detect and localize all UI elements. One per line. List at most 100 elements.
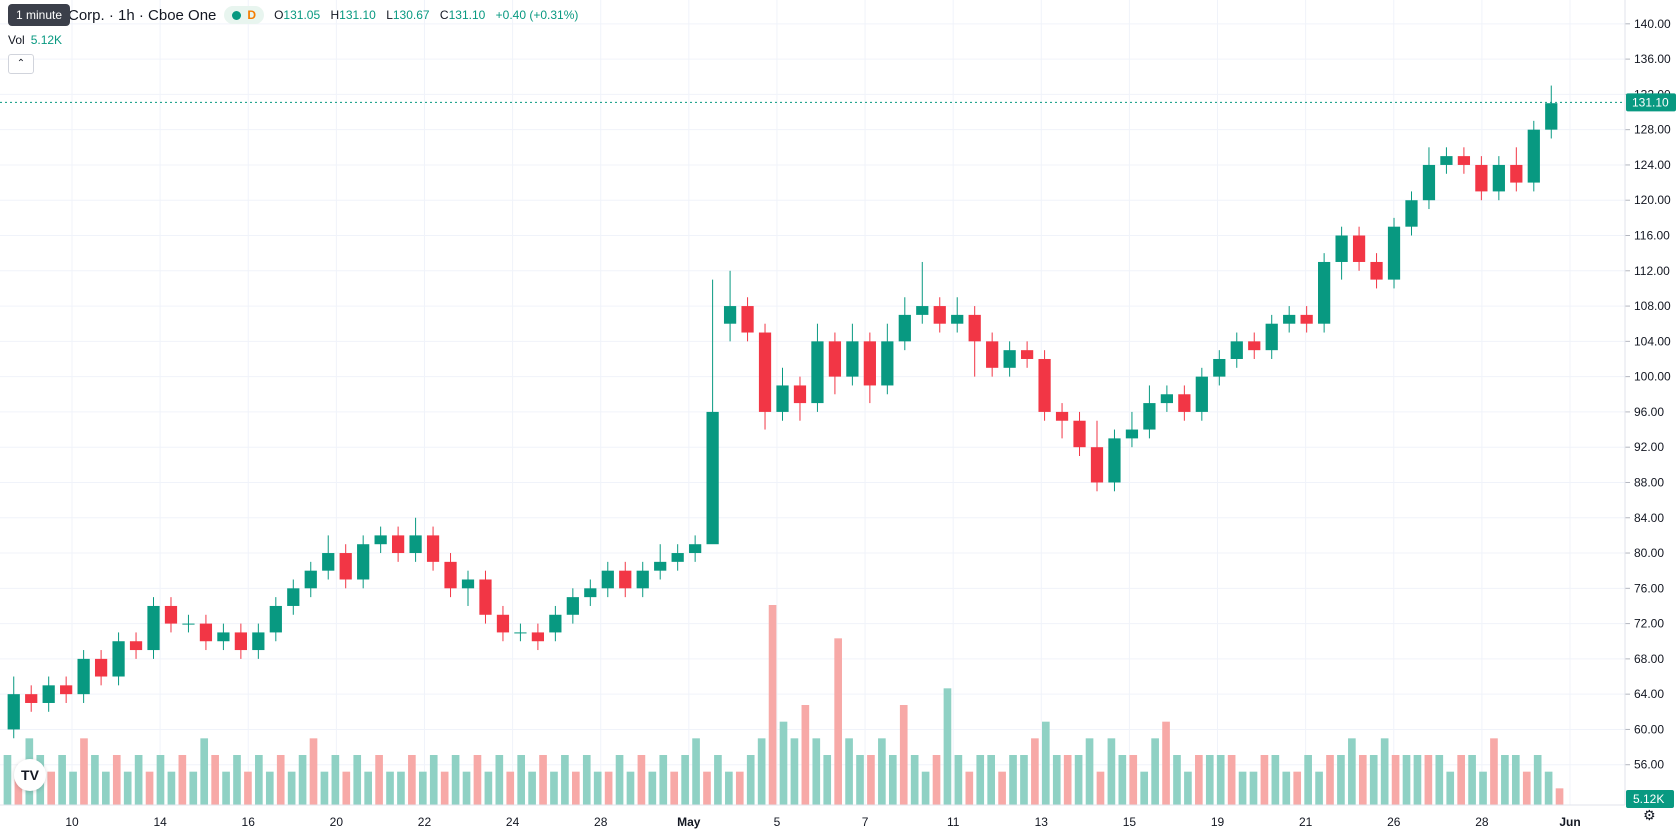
candle-body bbox=[287, 588, 300, 606]
candle-body bbox=[1248, 341, 1261, 351]
volume-bar bbox=[1271, 755, 1280, 805]
low-value: 130.67 bbox=[392, 8, 430, 22]
candle-body bbox=[1125, 429, 1139, 439]
interval-tooltip: 1 minute bbox=[8, 4, 71, 26]
volume-bar bbox=[1479, 771, 1487, 805]
volume-value: 5.12K bbox=[30, 33, 63, 47]
y-tick-label: 124.00 bbox=[1634, 158, 1671, 172]
low-label: L bbox=[386, 8, 393, 22]
price-axis[interactable]: 56.00 60.00 64.00 68.00 72.00 76.00 80.00 84.00… bbox=[1624, 0, 1671, 805]
volume-bar bbox=[735, 771, 744, 805]
candle-body bbox=[968, 314, 981, 342]
volume-bar bbox=[976, 755, 985, 805]
candle-body bbox=[1492, 164, 1505, 192]
candle-body bbox=[234, 632, 247, 651]
candle-body bbox=[916, 306, 929, 315]
tradingview-logo-icon[interactable]: TV bbox=[14, 759, 46, 791]
candle-body bbox=[1003, 350, 1016, 368]
candle-body bbox=[182, 623, 195, 625]
volume-bar bbox=[484, 771, 493, 805]
x-tick-label: 26 bbox=[1387, 815, 1401, 829]
volume-bar bbox=[604, 771, 613, 805]
candle-body bbox=[758, 332, 772, 412]
volume-bar bbox=[1107, 738, 1116, 805]
volume-bar bbox=[1544, 771, 1553, 805]
y-tick-label: 100.00 bbox=[1634, 370, 1671, 384]
volume-bar bbox=[342, 771, 351, 805]
delayed-tag: D bbox=[247, 8, 257, 22]
high-value: 131.10 bbox=[339, 8, 376, 22]
volume-bar bbox=[112, 755, 121, 805]
market-status[interactable]: D bbox=[224, 6, 265, 24]
volume-bar bbox=[364, 771, 372, 805]
candle-body bbox=[1143, 403, 1156, 430]
volume-bar bbox=[167, 771, 176, 805]
symbol-title[interactable]: Corp. · 1h · Cboe One bbox=[68, 6, 217, 24]
volume-bar bbox=[746, 755, 755, 805]
candle-body bbox=[1178, 394, 1191, 412]
x-tick-label: 11 bbox=[947, 815, 960, 829]
volume-bar bbox=[998, 771, 1006, 805]
volume-bar bbox=[1501, 755, 1509, 805]
chevron-up-icon: ⌃ bbox=[16, 58, 26, 69]
y-tick-label: 56.00 bbox=[1634, 758, 1664, 772]
y-tick-label: 92.00 bbox=[1634, 440, 1664, 454]
x-tick-label: 13 bbox=[1035, 815, 1049, 829]
candle-body bbox=[1440, 156, 1453, 165]
candle-body bbox=[723, 306, 737, 324]
volume-bar bbox=[462, 771, 471, 805]
volume-bar bbox=[1490, 738, 1498, 805]
candle-body bbox=[601, 570, 614, 589]
candle-body bbox=[1283, 314, 1296, 324]
volume-bar bbox=[1457, 755, 1465, 805]
volume-label: Vol bbox=[8, 33, 25, 47]
gear-icon[interactable]: ⚙ bbox=[1643, 807, 1656, 823]
volume-bar bbox=[637, 755, 646, 805]
candle-body bbox=[42, 685, 55, 703]
volume-bar bbox=[495, 755, 504, 805]
candle-body bbox=[1108, 438, 1121, 483]
volume-bar bbox=[582, 755, 591, 805]
change-value: +0.40 (+0.31%) bbox=[495, 8, 579, 22]
time-axis[interactable]: 10 14 16 20 22 24 28 May 5 7 11 13 15 19 21 26 28 Jun bbox=[0, 804, 1625, 829]
candle-body bbox=[426, 535, 440, 562]
volume-bar bbox=[1009, 755, 1017, 805]
volume-bar bbox=[550, 771, 558, 805]
collapse-legend-button[interactable]: ⌃ bbox=[8, 54, 34, 74]
candle-body bbox=[1510, 164, 1523, 183]
volume-legend[interactable]: Vol 5.12K bbox=[8, 33, 62, 47]
volume-bar bbox=[3, 755, 12, 805]
candle-body bbox=[793, 385, 807, 404]
candle-body bbox=[129, 641, 143, 651]
y-tick-label: 60.00 bbox=[1634, 722, 1664, 736]
volume-bar bbox=[418, 771, 427, 805]
volume-bar bbox=[233, 755, 241, 805]
volume-bar bbox=[397, 771, 405, 805]
candle-body bbox=[1405, 200, 1418, 227]
y-tick-label: 120.00 bbox=[1634, 193, 1671, 207]
volume-bar bbox=[1533, 755, 1542, 805]
last-price-badge-text: 131.10 bbox=[1632, 95, 1669, 109]
volume-bar bbox=[987, 755, 995, 805]
y-tick-label: 72.00 bbox=[1634, 617, 1664, 631]
volume-bar bbox=[965, 771, 974, 805]
volume-bar bbox=[539, 755, 547, 805]
volume-bar bbox=[1173, 755, 1181, 805]
y-tick-label: 104.00 bbox=[1634, 334, 1671, 348]
candle-body bbox=[1300, 314, 1313, 324]
candle-body bbox=[269, 605, 282, 633]
volume-bar bbox=[451, 755, 460, 805]
volume-bar bbox=[331, 755, 340, 805]
candle-body bbox=[689, 544, 702, 554]
candle-body bbox=[147, 605, 160, 651]
ohlc-values: O131.05 H131.10 L130.67 C131.10 +0.40 (+… bbox=[274, 8, 585, 22]
candle-body bbox=[461, 579, 475, 589]
candle-body bbox=[479, 579, 492, 615]
candle-body bbox=[1213, 358, 1226, 377]
status-dot-icon bbox=[232, 10, 242, 20]
symbol-legend[interactable]: Corp. · 1h · Cboe One D O131.05 H131.10 … bbox=[8, 6, 585, 24]
volume-bar bbox=[1511, 755, 1520, 805]
volume-bar bbox=[910, 755, 919, 805]
volume-bar bbox=[823, 755, 832, 805]
